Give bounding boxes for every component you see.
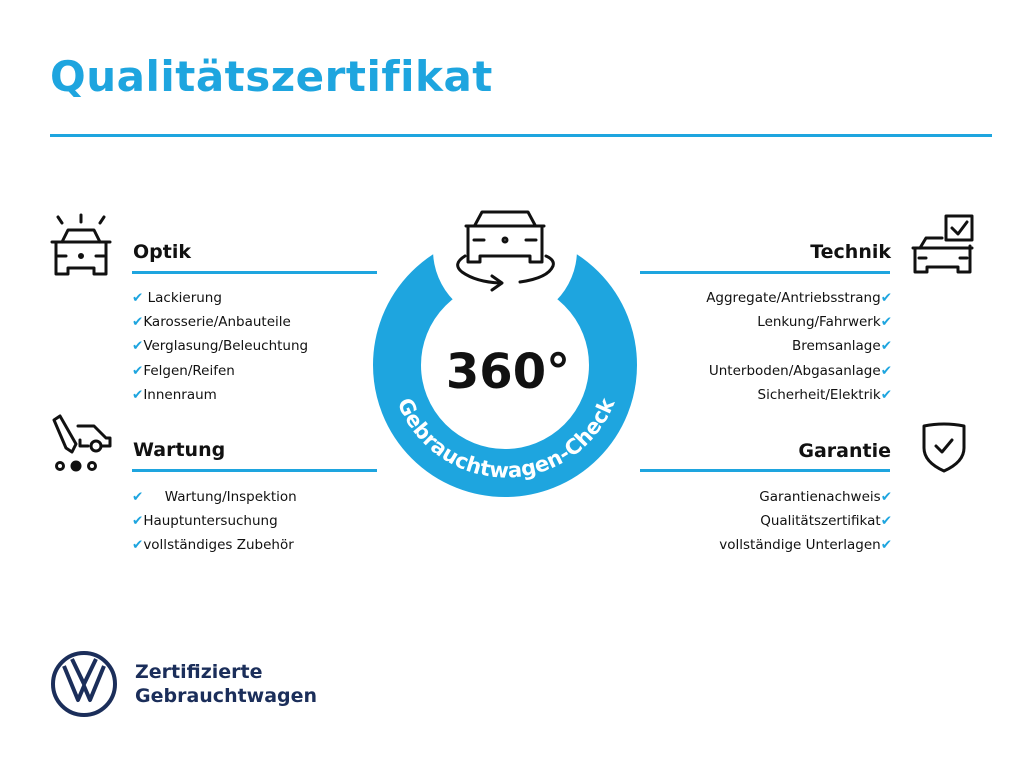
check-icon: ✔ [880, 513, 892, 530]
section-heading-garantie: Garantie [798, 440, 891, 462]
check-icon: ✔ [132, 537, 144, 554]
list-item: ✔Verglasung/Beleuchtung [132, 334, 308, 358]
check-icon: ✔ [880, 489, 892, 505]
section-heading-wartung: Wartung [133, 439, 226, 461]
list-item: ✔vollständiges Zubehör [132, 533, 297, 557]
check-icon: ✔ [880, 386, 892, 403]
section-heading-technik: Technik [810, 241, 891, 263]
section-divider-garantie [640, 469, 890, 472]
section-divider-wartung [132, 469, 377, 472]
check-icon: ✔ [132, 314, 144, 331]
item-text: vollständiges Zubehör [143, 537, 294, 554]
list-item: ✔Felgen/Reifen [132, 359, 308, 383]
item-text: Lackierung [147, 290, 222, 306]
check-icon: ✔ [880, 537, 892, 554]
item-text: Sicherheit/Elektrik [757, 386, 881, 403]
list-item: Lenkung/Fahrwerk✔ [706, 310, 892, 334]
item-text: vollständige Unterlagen [719, 537, 881, 554]
section-divider-optik [132, 271, 377, 274]
footer-line1: Zertifizierte [135, 661, 263, 683]
optik-list: ✔ Lackierung ✔Karosserie/Anbauteile ✔Ver… [132, 286, 308, 407]
list-item: ✔Karosserie/Anbauteile [132, 310, 308, 334]
check-icon: ✔ [880, 314, 892, 331]
car-360-icon [456, 210, 555, 292]
list-item: ✔ Lackierung [132, 286, 308, 310]
car-checkbox-icon [911, 214, 974, 274]
list-item: Unterboden/Abgasanlage✔ [706, 359, 892, 383]
item-text: Qualitätszertifikat [760, 513, 881, 530]
list-item: Sicherheit/Elektrik✔ [706, 383, 893, 407]
garantie-list: Garantienachweis✔ Qualitätszertifikat✔ v… [719, 485, 892, 558]
check-icon: ✔ [132, 513, 144, 530]
item-text: Karosserie/Anbauteile [143, 314, 291, 331]
check-icon: ✔ [132, 489, 144, 505]
badge-360-text: 360° [446, 344, 570, 400]
item-text: Innenraum [143, 386, 217, 403]
list-item: vollständige Unterlagen✔ [719, 533, 892, 557]
item-text: Verglasung/Beleuchtung [143, 338, 309, 355]
footer-line2: Gebrauchtwagen [135, 685, 318, 707]
check-icon: ✔ [880, 290, 892, 306]
section-divider-technik [640, 271, 890, 274]
item-text: Bremsanlage [791, 338, 881, 355]
list-item: Garantienachweis✔ [719, 485, 892, 509]
title-divider [50, 134, 992, 137]
section-heading-optik: Optik [133, 241, 191, 263]
page-title: Qualitätszertifikat [50, 52, 493, 101]
service-tools-icon [52, 414, 112, 472]
shield-check-icon [922, 422, 966, 473]
item-text: Wartung/Inspektion [164, 489, 297, 505]
check-icon: ✔ [132, 338, 144, 355]
check-icon: ✔ [132, 290, 144, 306]
item-text: Hauptuntersuchung [143, 513, 278, 530]
car-lights-icon [50, 213, 112, 276]
item-text: Garantienachweis [759, 489, 881, 505]
check-icon: ✔ [880, 362, 892, 379]
item-text: Lenkung/Fahrwerk [757, 314, 881, 331]
check-icon: ✔ [132, 362, 144, 379]
footer-brand-text: Zertifizierte Gebrauchtwagen [135, 660, 317, 708]
item-text: Aggregate/Antriebsstrang [706, 290, 881, 306]
gebrauchtwagen-check-badge: 360° Gebrauchtwagen-Check [373, 190, 637, 497]
list-item: Bremsanlage✔ [706, 334, 892, 358]
wartung-list: ✔ Wartung/Inspektion ✔Hauptuntersuchung … [132, 485, 297, 558]
check-icon: ✔ [132, 386, 144, 403]
check-icon: ✔ [880, 338, 892, 355]
list-item: ✔ Wartung/Inspektion [132, 485, 297, 509]
list-item: ✔Hauptuntersuchung [132, 509, 297, 533]
list-item: Aggregate/Antriebsstrang✔ [706, 286, 892, 310]
item-text: Felgen/Reifen [143, 362, 235, 379]
item-text: Unterboden/Abgasanlage [708, 362, 881, 379]
list-item: Qualitätszertifikat✔ [719, 509, 892, 533]
technik-list: Aggregate/Antriebsstrang✔ Lenkung/Fahrwe… [706, 286, 892, 407]
list-item: ✔Innenraum [132, 383, 308, 407]
vw-logo [51, 651, 117, 717]
